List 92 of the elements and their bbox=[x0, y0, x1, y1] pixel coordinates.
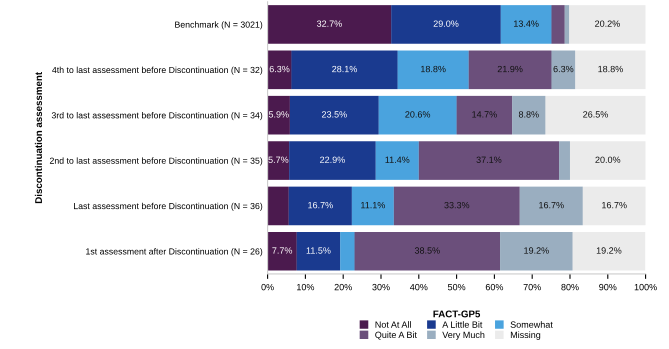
bar bbox=[289, 141, 376, 180]
data-label: 16.7% bbox=[602, 202, 627, 208]
y-tick-label: 4th to last assessment before Discontinuation (N = 32) bbox=[52, 66, 262, 75]
bar bbox=[268, 186, 289, 226]
data-label: 7.7% bbox=[272, 247, 292, 254]
x-tick-label: 0% bbox=[261, 284, 274, 290]
data-label: 6.3% bbox=[270, 66, 290, 72]
legend-label: Somewhat bbox=[510, 321, 553, 328]
bar bbox=[378, 96, 457, 134]
data-label: 5.9% bbox=[268, 111, 289, 118]
bar bbox=[500, 5, 552, 44]
data-label: 32.7% bbox=[316, 20, 342, 27]
data-label: 11.4% bbox=[385, 156, 410, 163]
bar bbox=[545, 96, 646, 134]
bar bbox=[296, 232, 340, 271]
bar bbox=[570, 141, 646, 180]
data-label: 16.7% bbox=[539, 202, 564, 208]
bar bbox=[391, 5, 501, 44]
bar bbox=[468, 50, 552, 90]
bar bbox=[551, 50, 576, 90]
data-label: 29.0% bbox=[434, 20, 458, 27]
bar bbox=[398, 50, 469, 90]
bar bbox=[290, 96, 379, 134]
legend-label: Missing bbox=[510, 331, 540, 340]
data-label: 13.4% bbox=[514, 20, 539, 27]
data-label: 8.8% bbox=[518, 111, 539, 118]
data-label: 6.3% bbox=[554, 66, 574, 72]
bar bbox=[569, 5, 646, 44]
y-tick-label: 2nd to last assessment before Discontinuation (N = 35) bbox=[50, 157, 262, 166]
data-label: 26.5% bbox=[583, 111, 608, 118]
x-tick-label: 40% bbox=[410, 284, 428, 290]
data-label: 14.7% bbox=[472, 111, 497, 118]
bar bbox=[456, 96, 512, 134]
x-tick-label: 60% bbox=[486, 284, 504, 290]
x-tick-label: 50% bbox=[448, 284, 466, 290]
bar bbox=[520, 186, 583, 226]
data-label: 16.7% bbox=[308, 202, 333, 208]
data-label: 28.1% bbox=[332, 66, 357, 72]
data-label: 22.9% bbox=[320, 156, 345, 163]
bar bbox=[268, 232, 297, 271]
y-tick-label: 3rd to last assessment before Discontinuation (N = 34) bbox=[52, 112, 262, 120]
bar bbox=[354, 232, 500, 271]
y-tick-label: Benchmark (N = 3021) bbox=[175, 21, 262, 30]
bar bbox=[291, 50, 398, 90]
legend-label: Not At All bbox=[376, 321, 411, 328]
x-tick-label: 80% bbox=[561, 284, 579, 290]
data-label: 37.1% bbox=[476, 156, 502, 163]
legend-label: A Little Bit bbox=[442, 321, 482, 328]
bar bbox=[572, 232, 646, 271]
y-axis-title: Discontinuation assessment bbox=[34, 72, 42, 204]
data-label: 5.7% bbox=[268, 156, 288, 163]
bar bbox=[512, 96, 546, 134]
bar bbox=[551, 5, 565, 44]
data-label: 21.9% bbox=[498, 66, 523, 72]
data-label: 33.3% bbox=[444, 202, 470, 208]
data-label: 18.8% bbox=[421, 66, 446, 72]
data-label: 20.2% bbox=[595, 20, 620, 27]
legend-label: Very Much bbox=[442, 331, 484, 340]
bar bbox=[268, 96, 290, 134]
bar bbox=[418, 141, 560, 180]
data-label: 19.2% bbox=[596, 247, 622, 254]
data-label: 11.5% bbox=[306, 247, 331, 254]
bar bbox=[288, 186, 352, 226]
y-tick-label: 1st assessment after Discontinuation (N = 26) bbox=[86, 248, 262, 256]
bar bbox=[340, 232, 355, 271]
data-label: 19.2% bbox=[524, 247, 549, 254]
bar bbox=[500, 232, 573, 271]
data-label: 11.1% bbox=[361, 202, 386, 208]
bar bbox=[394, 186, 520, 226]
x-tick-label: 20% bbox=[334, 284, 352, 290]
bar bbox=[559, 141, 570, 180]
x-tick-label: 30% bbox=[372, 284, 390, 290]
x-tick-label: 70% bbox=[524, 284, 541, 290]
data-label: 20.0% bbox=[595, 156, 620, 163]
y-tick-label: Last assessment before Discontinuation (N = 36) bbox=[74, 202, 262, 211]
bar bbox=[268, 50, 292, 90]
data-label: 20.6% bbox=[405, 111, 430, 118]
legend-label: Quite A Bit bbox=[375, 331, 417, 340]
legend-title: FACT-GP5 bbox=[433, 310, 480, 318]
x-tick-label: 100% bbox=[634, 284, 657, 290]
bar bbox=[268, 141, 290, 180]
x-tick-label: 90% bbox=[599, 284, 616, 290]
data-label: 18.8% bbox=[598, 66, 623, 72]
bar bbox=[268, 5, 392, 44]
bar bbox=[582, 186, 646, 226]
x-tick-label: 10% bbox=[297, 284, 314, 290]
data-label: 38.5% bbox=[414, 247, 440, 254]
bar bbox=[376, 141, 419, 180]
bar bbox=[352, 186, 394, 226]
bar bbox=[564, 5, 570, 44]
data-label: 23.5% bbox=[322, 111, 347, 118]
bar bbox=[575, 50, 646, 90]
